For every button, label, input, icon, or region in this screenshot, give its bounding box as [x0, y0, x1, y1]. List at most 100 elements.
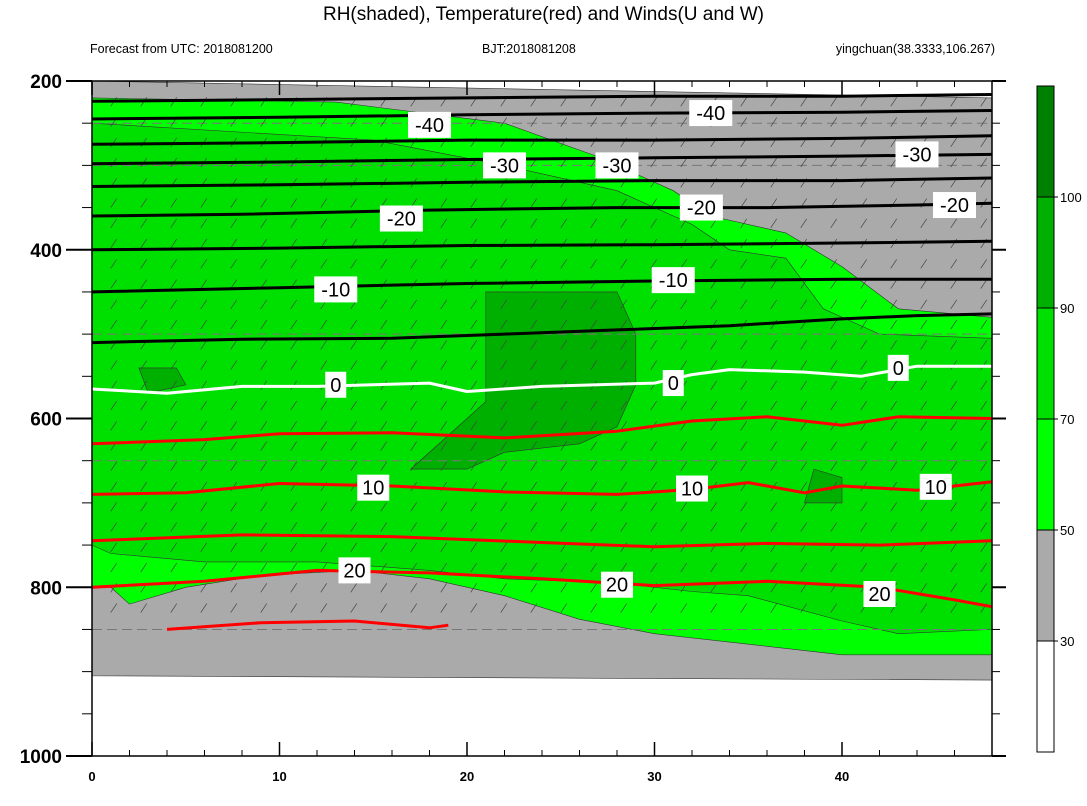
wind-barb [290, 319, 298, 330]
wind-barb [740, 97, 748, 107]
wind-barb [200, 218, 208, 229]
wind-barb [770, 441, 778, 451]
wind-barb [200, 400, 208, 411]
wind-barb [470, 380, 478, 391]
wind-barb [320, 522, 328, 532]
wind-barb [800, 380, 808, 391]
wind-barb [380, 421, 388, 431]
wind-barb [590, 603, 598, 613]
contour-label: 10 [681, 479, 703, 501]
wind-barb [110, 259, 118, 269]
wind-barb [170, 502, 178, 512]
wind-barb [170, 481, 178, 492]
wind-barb [410, 319, 418, 330]
bjt-label: BJT:2018081208 [482, 42, 576, 56]
wind-barb [710, 400, 718, 411]
wind-barb [680, 502, 688, 512]
wind-barb [680, 97, 688, 107]
wind-barb [290, 542, 298, 553]
colorbar-label: 70 [1060, 412, 1074, 427]
contour-label: -20 [387, 209, 416, 231]
wind-barb [800, 461, 808, 472]
wind-barb [590, 562, 598, 573]
wind-barb [200, 583, 208, 593]
wind-barb [320, 502, 328, 512]
wind-barb [740, 522, 748, 532]
wind-barb [980, 97, 988, 107]
wind-barb [740, 461, 748, 472]
wind-barb [920, 441, 928, 451]
wind-barb [980, 400, 988, 411]
wind-barb [710, 441, 718, 451]
contour-label-box [863, 581, 896, 607]
wind-barb [620, 400, 628, 411]
wind-barb [770, 502, 778, 512]
wind-barb [380, 441, 388, 451]
wind-barb [320, 421, 328, 431]
y-tick-label: 600 [30, 410, 62, 431]
wind-barb [860, 97, 868, 107]
wind-barb [530, 400, 538, 411]
wind-barb [800, 340, 808, 350]
wind-barb [860, 117, 868, 127]
location-label: yingchuan(38.3333,106.267) [835, 42, 995, 56]
wind-barb [950, 441, 958, 451]
contour-label: 20 [606, 575, 628, 597]
wind-barb [710, 421, 718, 431]
wind-barb [470, 299, 478, 310]
wind-barb [740, 157, 748, 168]
contour-label: -30 [603, 155, 632, 177]
wind-barb [110, 380, 118, 391]
wind-barb [440, 198, 448, 208]
wind-barb [740, 441, 748, 451]
wind-barb [440, 400, 448, 411]
wind-barb [320, 218, 328, 229]
wind-barb [110, 319, 118, 330]
wind-barb [200, 562, 208, 573]
colorbar-label: 30 [1060, 634, 1074, 649]
wind-barb [380, 340, 388, 350]
wind-barb [710, 562, 718, 573]
wind-barb [590, 117, 598, 127]
wind-barb [860, 502, 868, 512]
wind-barb [920, 562, 928, 573]
wind-barb [230, 238, 238, 249]
colorbar-segment [1036, 529, 1055, 642]
wind-barb [320, 441, 328, 451]
wind-barb [950, 603, 958, 613]
wind-barb [830, 502, 838, 512]
wind-barb [260, 360, 268, 370]
wind-barb [140, 400, 148, 411]
wind-barb [650, 97, 658, 107]
wind-barb [320, 360, 328, 370]
wind-barb [980, 137, 988, 148]
wind-barb [620, 562, 628, 573]
wind-barb [140, 299, 148, 310]
wind-barb [980, 562, 988, 573]
wind-barb [470, 400, 478, 411]
wind-barb [950, 157, 958, 168]
wind-barb [290, 603, 298, 613]
wind-barb [860, 461, 868, 472]
wind-barb [830, 400, 838, 411]
wind-barb [530, 198, 538, 208]
wind-barb [110, 299, 118, 310]
wind-barb [230, 319, 238, 330]
contour-label: -10 [659, 270, 688, 292]
wind-barb [950, 259, 958, 269]
wind-barb [500, 218, 508, 229]
temperature-contour [91, 568, 993, 609]
wind-barb [440, 218, 448, 229]
wind-barb [800, 259, 808, 269]
wind-barb [470, 583, 478, 593]
wind-barb [590, 299, 598, 310]
wind-barb [710, 502, 718, 512]
contour-label: 0 [330, 375, 341, 397]
temperature-contour [91, 364, 992, 395]
wind-barb [980, 461, 988, 472]
contour-label-box [483, 152, 526, 179]
wind-barb [860, 319, 868, 330]
wind-barb [890, 218, 898, 229]
wind-barb [830, 603, 838, 613]
wind-barb [500, 421, 508, 431]
